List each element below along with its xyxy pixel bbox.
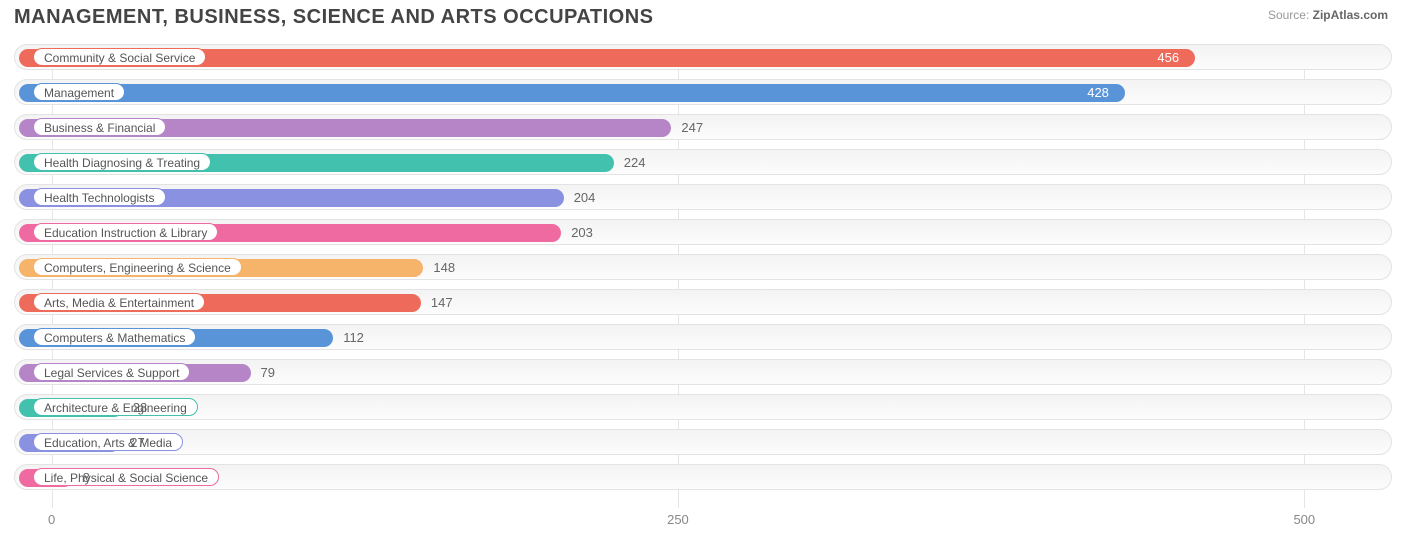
bar-category-pill: Management bbox=[33, 83, 125, 101]
bar-track: Arts, Media & Entertainment 147 bbox=[14, 289, 1392, 315]
bar-track: Legal Services & Support 79 bbox=[14, 359, 1392, 385]
bar-track: Computers, Engineering & Science 148 bbox=[14, 254, 1392, 280]
bar-value-label: 428 bbox=[1087, 84, 1123, 102]
x-tick-label: 0 bbox=[48, 512, 55, 527]
bar-value-label: 79 bbox=[261, 364, 275, 382]
bar-track: Education, Arts & Media27 bbox=[14, 429, 1392, 455]
bar-value-label: 147 bbox=[431, 294, 453, 312]
x-tick-label: 250 bbox=[667, 512, 689, 527]
bar-value-label: 204 bbox=[574, 189, 596, 207]
bar-category-pill: Community & Social Service bbox=[33, 48, 206, 66]
bar-track: Management 428 bbox=[14, 79, 1392, 105]
bar-category-pill: Education, Arts & Media bbox=[33, 433, 183, 451]
bar-track: Education Instruction & Library 203 bbox=[14, 219, 1392, 245]
bar-category-pill: Arts, Media & Entertainment bbox=[33, 293, 205, 311]
bars-area: Community & Social Service 456 Management 4… bbox=[14, 44, 1392, 508]
bar-track: Health Technologists 204 bbox=[14, 184, 1392, 210]
bar-value-label: 456 bbox=[1157, 49, 1193, 67]
bar-category-pill: Education Instruction & Library bbox=[33, 223, 218, 241]
bar-category-pill: Health Technologists bbox=[33, 188, 166, 206]
chart-title: MANAGEMENT, BUSINESS, SCIENCE AND ARTS O… bbox=[14, 6, 653, 29]
bar-track: Architecture & Engineering28 bbox=[14, 394, 1392, 420]
plot-area: Community & Social Service 456 Management 4… bbox=[14, 44, 1392, 532]
bar-value-label: 203 bbox=[571, 224, 593, 242]
bar-category-pill: Computers & Mathematics bbox=[33, 328, 196, 346]
bar-value-label: 27 bbox=[130, 434, 144, 452]
bar-track: Health Diagnosing & Treating 224 bbox=[14, 149, 1392, 175]
bar-category-pill: Architecture & Engineering bbox=[33, 398, 198, 416]
bar-value-label: 8 bbox=[83, 469, 90, 487]
x-axis: 0 250 500 bbox=[14, 508, 1392, 532]
source-value: ZipAtlas.com bbox=[1313, 8, 1388, 22]
bar-category-pill: Computers, Engineering & Science bbox=[33, 258, 242, 276]
bar-value-label: 148 bbox=[433, 259, 455, 277]
bar-category-pill: Health Diagnosing & Treating bbox=[33, 153, 211, 171]
bar-category-pill: Business & Financial bbox=[33, 118, 166, 136]
bar-track: Computers & Mathematics 112 bbox=[14, 324, 1392, 350]
bar-value-label: 28 bbox=[133, 399, 147, 417]
bar-value-label: 224 bbox=[624, 154, 646, 172]
source-attribution: Source: ZipAtlas.com bbox=[1268, 8, 1388, 22]
bar-value-label: 112 bbox=[343, 329, 364, 347]
source-label: Source: bbox=[1268, 8, 1309, 22]
bar-track: Life, Physical & Social Science8 bbox=[14, 464, 1392, 490]
bar-value-label: 247 bbox=[681, 119, 703, 137]
bar-category-pill: Legal Services & Support bbox=[33, 363, 190, 381]
x-tick-label: 500 bbox=[1293, 512, 1315, 527]
chart-container: MANAGEMENT, BUSINESS, SCIENCE AND ARTS O… bbox=[0, 0, 1406, 558]
bar bbox=[19, 84, 1125, 102]
bar-track: Business & Financial 247 bbox=[14, 114, 1392, 140]
bar-track: Community & Social Service 456 bbox=[14, 44, 1392, 70]
bar-category-pill: Life, Physical & Social Science bbox=[33, 468, 219, 486]
